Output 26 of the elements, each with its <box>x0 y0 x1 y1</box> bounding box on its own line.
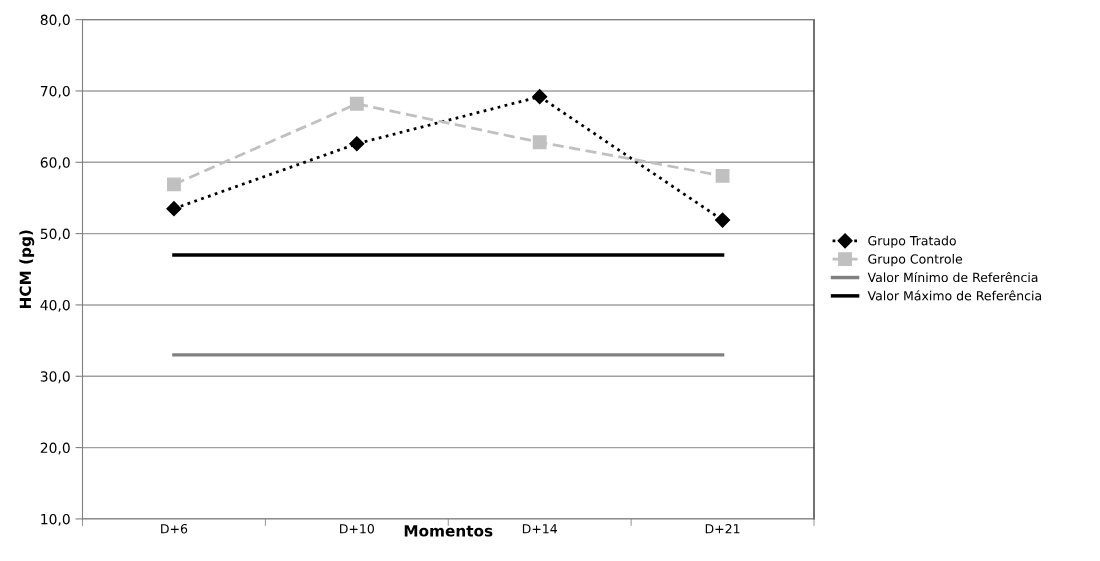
y-axis-title: HCM (pg) <box>19 230 35 309</box>
y-tick-label: 20,0 <box>40 442 70 455</box>
point <box>166 201 182 217</box>
y-tick-label: 80,0 <box>40 14 70 27</box>
point <box>349 96 364 111</box>
y-tick-label: 50,0 <box>40 228 70 241</box>
point <box>532 135 547 150</box>
x-tick-label: D+6 <box>161 524 188 534</box>
x-tick-label: D+10 <box>340 524 374 534</box>
y-tick-label: 30,0 <box>40 371 70 384</box>
point <box>349 136 365 152</box>
y-tick-label: 70,0 <box>40 85 70 98</box>
x-axis-title: Momentos <box>404 525 493 537</box>
legend-label: Grupo Controle <box>868 254 963 267</box>
legend-label: Valor Mínimo de Referência <box>867 271 1038 283</box>
point <box>715 168 730 183</box>
point <box>532 89 548 105</box>
legend-label: Valor Máximo de Referência <box>867 290 1041 301</box>
y-tick-label: 60,0 <box>40 157 70 170</box>
x-tick-label: D+14 <box>522 524 557 534</box>
y-tick-label: 40,0 <box>40 299 70 312</box>
point <box>714 212 731 228</box>
point <box>166 177 181 192</box>
x-tick-label: D+21 <box>705 524 740 534</box>
y-tick-label: 10,0 <box>41 513 70 526</box>
legend-label: Grupo Tratado <box>868 235 956 248</box>
